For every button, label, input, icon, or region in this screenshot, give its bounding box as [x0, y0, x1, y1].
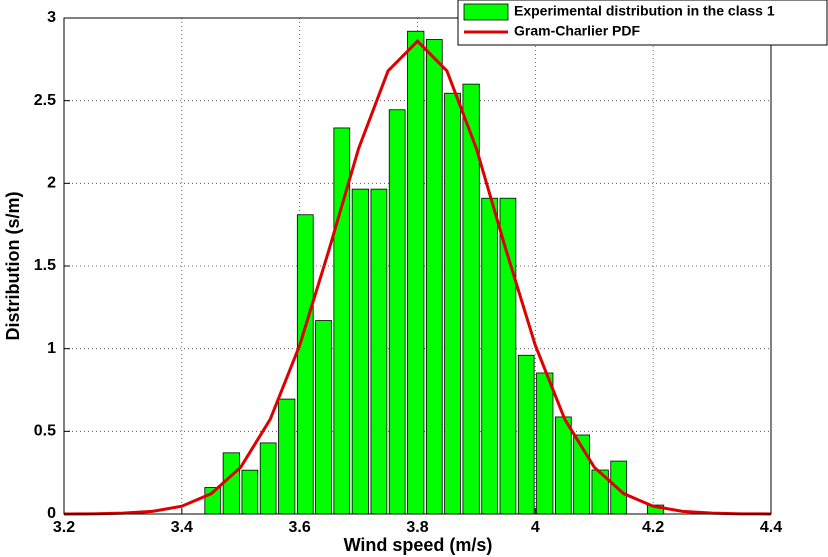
bar — [517, 354, 535, 515]
x-axis-label: Wind speed (m/s) — [344, 535, 493, 555]
y-tick-label: 2.5 — [34, 92, 56, 109]
legend-swatch — [463, 3, 509, 21]
bar — [444, 92, 461, 515]
y-tick-label: 3 — [47, 9, 56, 26]
bar — [222, 452, 240, 515]
y-tick-label: 0.5 — [34, 423, 56, 440]
bar — [351, 188, 369, 515]
y-tick-label: 0 — [47, 505, 56, 522]
bar — [315, 320, 332, 515]
x-tick-label: 3.4 — [171, 519, 193, 536]
x-tick-label: 3.8 — [406, 519, 428, 536]
legend-label: Experimental distribution in the class 1 — [514, 3, 775, 19]
x-tick-label: 4.4 — [760, 519, 782, 536]
x-tick-label: 3.2 — [53, 519, 75, 536]
y-tick-label: 1.5 — [34, 257, 56, 274]
bar — [388, 109, 406, 515]
pdf-line — [63, 39, 772, 516]
bar — [536, 372, 554, 515]
bar — [554, 416, 572, 515]
x-tick-label: 4 — [531, 519, 540, 536]
bar — [425, 39, 443, 515]
bar — [296, 214, 314, 515]
bar — [278, 398, 296, 515]
bar — [370, 188, 388, 515]
bar — [481, 197, 499, 515]
x-tick-label: 3.6 — [289, 519, 311, 536]
bar — [499, 197, 517, 515]
bar — [407, 30, 425, 515]
x-tick-label: 4.2 — [642, 519, 664, 536]
bar — [259, 442, 277, 515]
bar — [241, 469, 259, 515]
y-axis-label: Distribution (s/m) — [3, 192, 23, 341]
legend-box — [457, 0, 828, 46]
y-tick-label: 1 — [47, 340, 56, 357]
axes-frame — [63, 17, 772, 515]
legend-label: Gram-Charlier PDF — [514, 23, 640, 39]
y-tick-label: 2 — [47, 175, 56, 192]
